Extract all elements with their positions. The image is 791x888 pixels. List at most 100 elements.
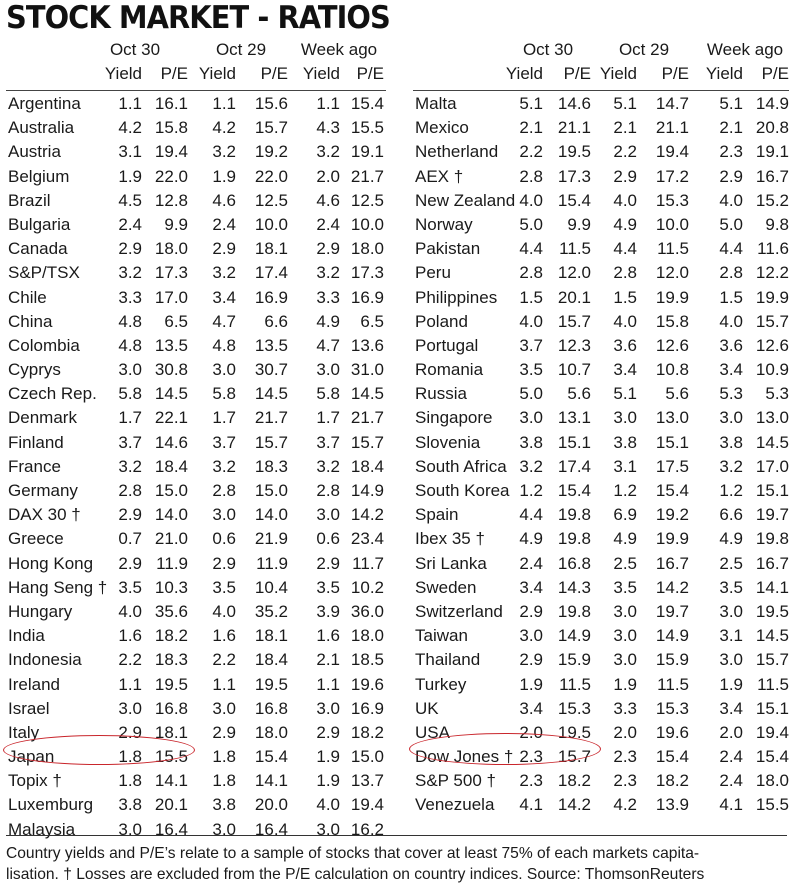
yield-value: 1.9 (212, 166, 236, 186)
yield-value: 5.0 (719, 214, 743, 234)
row-name: South Korea (415, 481, 510, 500)
yield-value: 3.0 (613, 650, 637, 670)
pe-value: 9.9 (567, 214, 591, 234)
table-row: Ireland 1.1 19.5 1.1 19.5 1.1 19.6 (6, 673, 386, 697)
yield-value: 4.8 (118, 311, 142, 331)
pe-value: 14.9 (350, 481, 384, 500)
row-name: Malaysia (8, 819, 76, 839)
yield-value: 4.0 (613, 190, 637, 210)
pe-value: 14.2 (350, 505, 384, 525)
pe-value: 13.5 (154, 335, 188, 355)
row-name: Pakistan (415, 239, 481, 259)
table-row: Dow Jones † 2.3 15.7 2.3 15.4 2.4 15.4 (413, 745, 789, 769)
table-row: Australia 4.2 15.8 4.2 15.7 4.3 15.5 (6, 116, 386, 140)
pe-value: 13.5 (254, 335, 288, 355)
table-row: Italy 2.9 18.1 2.9 18.0 2.9 18.2 (6, 721, 386, 745)
table-row: Switzerland 2.9 19.8 3.0 19.7 3.0 19.5 (413, 600, 789, 624)
yield-value: 4.2 (613, 795, 637, 815)
pe-value: 17.4 (557, 456, 591, 476)
pe-value: 16.9 (350, 287, 384, 307)
yield-value: 3.5 (613, 577, 637, 597)
pe-value: 11.6 (757, 239, 789, 259)
pe-value: 12.6 (755, 335, 789, 355)
yield-value: 2.9 (519, 601, 543, 621)
row-name: Indonesia (8, 650, 82, 670)
table-row: Luxemburg 3.8 20.1 3.8 20.0 4.0 19.4 (6, 793, 386, 817)
table-row: DAX 30 † 2.9 14.0 3.0 14.0 3.0 14.2 (6, 503, 386, 527)
yield-value: 2.9 (118, 239, 142, 259)
row-name: Portugal (415, 335, 479, 355)
yield-value: 3.5 (118, 577, 142, 597)
table-row: Mexico 2.1 21.1 2.1 21.1 2.1 20.8 (413, 116, 789, 140)
pe-value: 19.7 (655, 601, 689, 621)
yield-value: 3.0 (118, 819, 142, 839)
yield-value: 3.0 (212, 505, 236, 525)
yield-value: 3.0 (613, 408, 637, 428)
pe-value: 16.4 (154, 819, 188, 839)
table-row: Taiwan 3.0 14.9 3.0 14.9 3.1 14.5 (413, 624, 789, 648)
yield-value: 2.2 (519, 142, 543, 162)
pe-value: 14.5 (755, 626, 789, 646)
yield-value: 5.0 (519, 214, 543, 234)
pe-value: 19.2 (655, 505, 689, 525)
pe-value: 15.7 (755, 650, 789, 670)
row-name: Taiwan (415, 626, 468, 646)
pe-value: 21.1 (655, 118, 689, 138)
pe-value: 19.1 (755, 142, 789, 162)
pe-value: 19.9 (655, 529, 689, 549)
yield-value: 2.1 (719, 118, 743, 138)
table-row: Hong Kong 2.9 11.9 2.9 11.9 2.9 11.7 (6, 552, 386, 576)
pe-value: 14.3 (557, 577, 591, 597)
yield-value: 3.2 (316, 456, 340, 476)
pe-value: 20.8 (755, 118, 789, 138)
yield-value: 3.0 (118, 360, 142, 380)
pe-value: 18.0 (755, 771, 789, 791)
pe-value: 11.9 (256, 553, 288, 573)
pe-value: 10.4 (254, 577, 288, 597)
table-row: Chile 3.3 17.0 3.4 16.9 3.3 16.9 (6, 286, 386, 310)
pe-value: 14.9 (755, 94, 789, 113)
pe-value: 13.1 (557, 408, 591, 428)
row-name: AEX † (415, 166, 464, 186)
row-name: Ibex 35 † (415, 529, 485, 549)
yield-value: 1.1 (212, 94, 236, 113)
yield-value: 1.9 (316, 771, 340, 791)
pe-value: 19.6 (350, 674, 384, 694)
yield-value: 1.1 (118, 674, 142, 694)
table-row: Philippines 1.5 20.1 1.5 19.9 1.5 19.9 (413, 286, 789, 310)
table-row: Slovenia 3.8 15.1 3.8 15.1 3.8 14.5 (413, 431, 789, 455)
pe-value: 15.9 (557, 650, 591, 670)
row-name: Ireland (8, 674, 60, 694)
yield-value: 1.1 (316, 674, 340, 694)
pe-value: 19.2 (254, 142, 288, 162)
table-row: Pakistan 4.4 11.5 4.4 11.5 4.4 11.6 (413, 237, 789, 261)
yield-value: 4.1 (519, 795, 543, 815)
header-yield: Yield (599, 64, 637, 83)
pe-value: 15.4 (755, 747, 789, 767)
row-name: Sweden (415, 577, 477, 597)
pe-value: 12.3 (557, 335, 591, 355)
header-group-oct30: Oct 30 (522, 40, 574, 59)
header-group-week-ago: Week ago (300, 40, 378, 59)
row-name: Russia (415, 384, 467, 404)
yield-value: 1.8 (118, 771, 142, 791)
pe-value: 15.4 (254, 747, 288, 767)
table-row: Spain 4.4 19.8 6.9 19.2 6.6 19.7 (413, 503, 789, 527)
pe-value: 15.8 (154, 118, 188, 138)
yield-value: 3.0 (519, 626, 543, 646)
table-row: Norway 5.0 9.9 4.9 10.0 5.0 9.8 (413, 213, 789, 237)
yield-value: 2.8 (212, 481, 236, 500)
pe-value: 18.1 (254, 239, 288, 259)
table-row: Greece 0.7 21.0 0.6 21.9 0.6 23.4 (6, 527, 386, 551)
pe-value: 14.2 (655, 577, 689, 597)
pe-value: 14.5 (154, 384, 188, 404)
pe-value: 14.6 (154, 432, 188, 452)
row-name: Philippines (415, 287, 498, 307)
table-row: S&P 500 † 2.3 18.2 2.3 18.2 2.4 18.0 (413, 769, 789, 793)
row-name: Israel (8, 698, 50, 718)
pe-value: 17.3 (154, 263, 188, 283)
yield-value: 1.8 (118, 747, 142, 767)
yield-value: 1.7 (118, 408, 142, 428)
table-row: Belgium 1.9 22.0 1.9 22.0 2.0 21.7 (6, 165, 386, 189)
pe-value: 18.2 (557, 771, 591, 791)
